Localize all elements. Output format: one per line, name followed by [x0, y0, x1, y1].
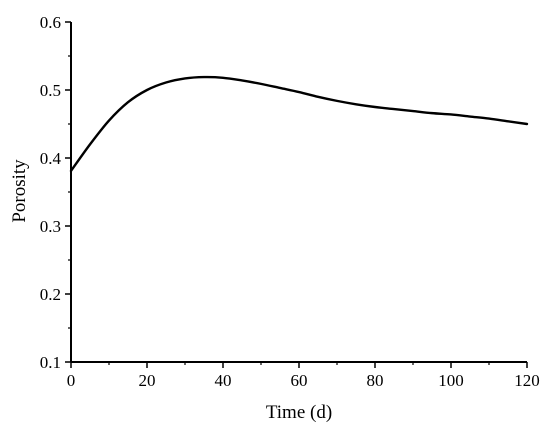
x-tick-label: 20 [139, 371, 156, 390]
y-tick-label: 0.5 [40, 81, 61, 100]
x-tick-label: 120 [514, 371, 540, 390]
y-tick-label: 0.1 [40, 353, 61, 372]
y-axis-ticks: 0.1 0.2 0.3 0.4 0.5 0.6 [40, 13, 71, 372]
y-axis-title: Porosity [9, 159, 30, 223]
porosity-series-line [69, 75, 529, 173]
y-tick-label: 0.2 [40, 285, 61, 304]
plot-frame [70, 22, 527, 363]
x-tick-label: 60 [291, 371, 308, 390]
y-tick-label: 0.6 [40, 13, 61, 32]
x-tick-label: 0 [67, 371, 76, 390]
series-layer [69, 75, 529, 173]
y-tick-label: 0.4 [40, 149, 62, 168]
x-axis-ticks: 0 20 40 60 80 100 120 [67, 362, 540, 390]
x-tick-label: 100 [438, 371, 464, 390]
x-axis-title: Time (d) [266, 402, 332, 423]
y-tick-label: 0.3 [40, 217, 61, 236]
x-tick-label: 40 [215, 371, 232, 390]
x-tick-label: 80 [367, 371, 384, 390]
